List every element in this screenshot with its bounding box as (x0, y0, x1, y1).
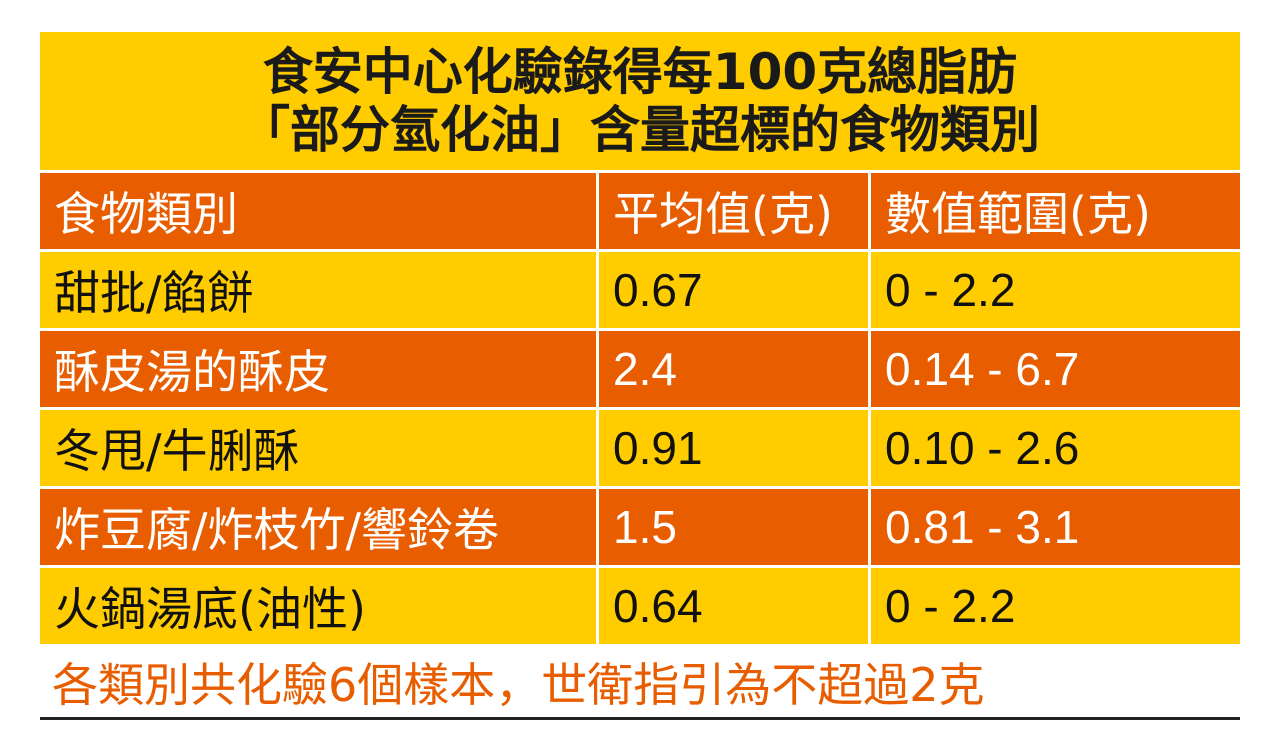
range-cell: 0.10 - 2.6 (868, 407, 1240, 486)
header-range: 數值範圍(克) (868, 170, 1240, 249)
range-cell: 0 - 2.2 (868, 565, 1240, 644)
bottom-rule (40, 717, 1240, 720)
header-food-category: 食物類別 (40, 170, 596, 249)
food-category-cell: 炸豆腐/炸枝竹/響鈴卷 (40, 486, 596, 565)
chart-title: 食安中心化驗錄得每100克總脂肪 「部分氫化油」含量超標的食物類別 (40, 32, 1240, 170)
range-cell: 0 - 2.2 (868, 249, 1240, 328)
average-cell: 0.67 (596, 249, 868, 328)
footnote: 各類別共化驗6個樣本，世衛指引為不超過2克 (52, 658, 985, 712)
range-cell: 0.81 - 3.1 (868, 486, 1240, 565)
food-category-cell: 甜批/餡餅 (40, 249, 596, 328)
range-cell: 0.14 - 6.7 (868, 328, 1240, 407)
food-category-cell: 酥皮湯的酥皮 (40, 328, 596, 407)
food-category-cell: 火鍋湯底(油性) (40, 565, 596, 644)
data-table: 食物類別 平均值(克) 數值範圍(克) 甜批/餡餅 0.67 0 - 2.2 酥… (40, 170, 1240, 644)
average-cell: 1.5 (596, 486, 868, 565)
average-cell: 0.64 (596, 565, 868, 644)
title-line-1: 食安中心化驗錄得每100克總脂肪 (262, 43, 1018, 101)
title-line-2: 「部分氫化油」含量超標的食物類別 (240, 101, 1040, 159)
average-cell: 0.91 (596, 407, 868, 486)
header-average: 平均值(克) (596, 170, 868, 249)
average-cell: 2.4 (596, 328, 868, 407)
food-category-cell: 冬甩/牛脷酥 (40, 407, 596, 486)
